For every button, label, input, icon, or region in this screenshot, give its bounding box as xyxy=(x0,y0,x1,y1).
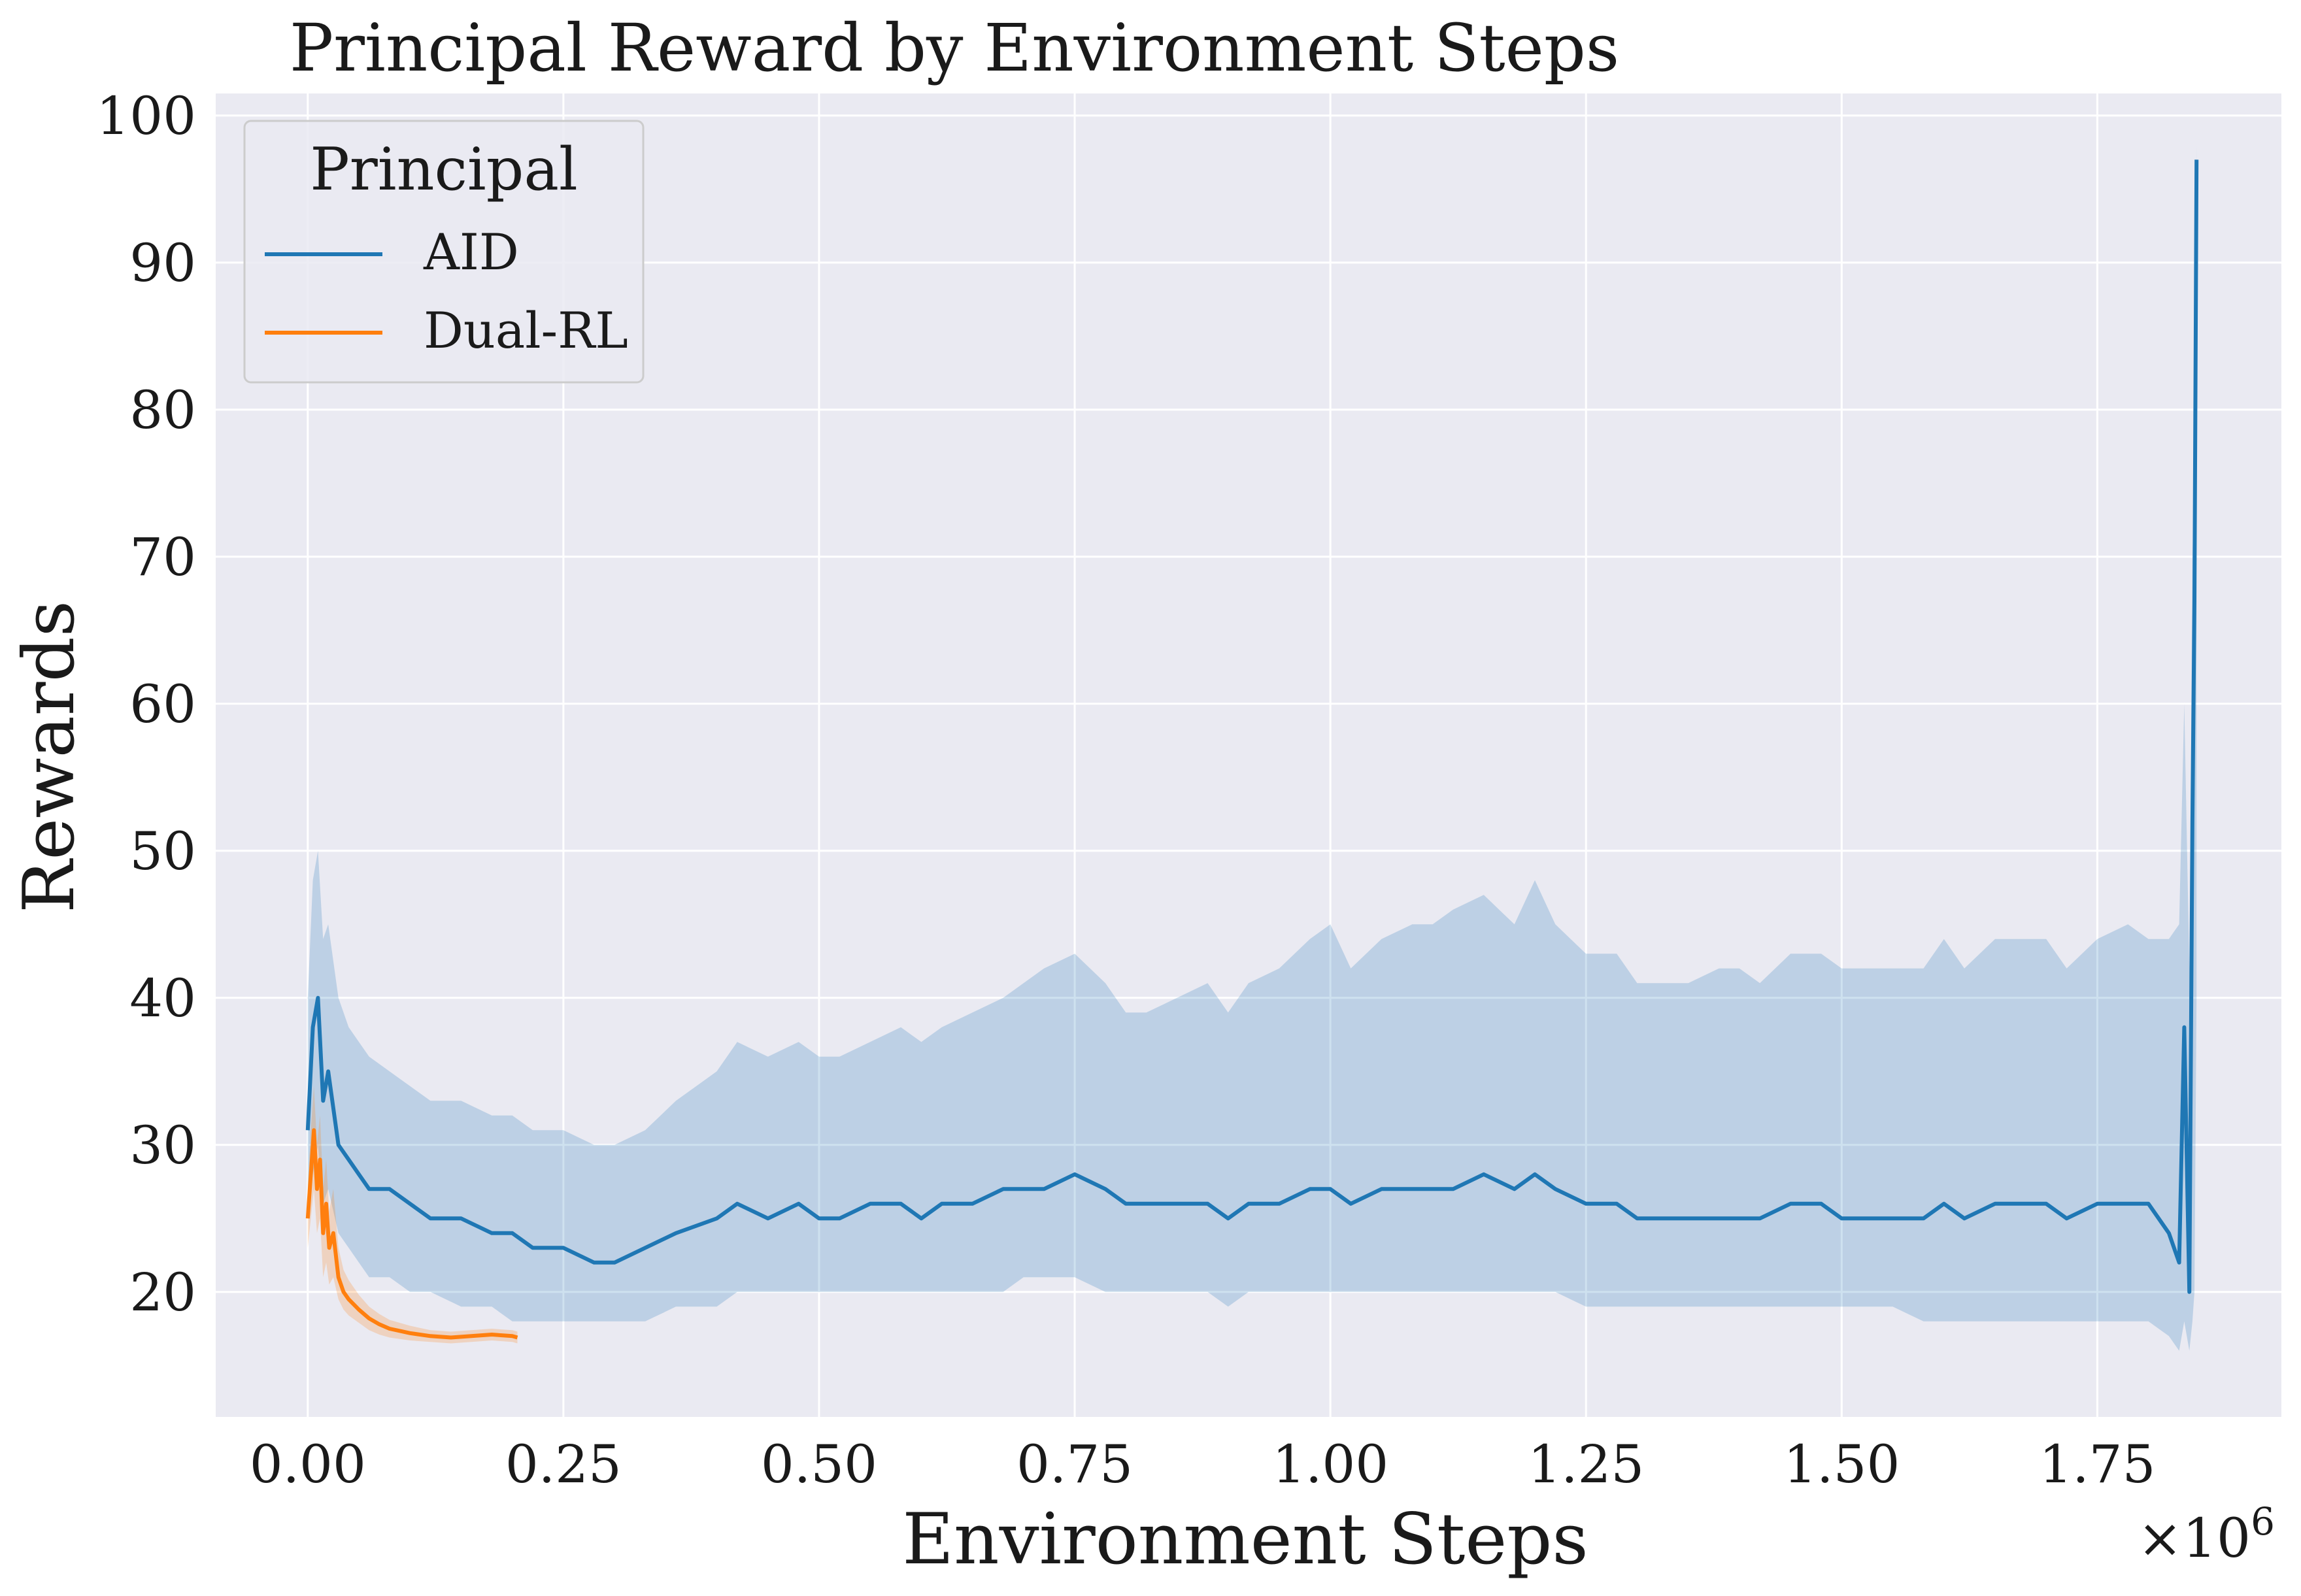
legend-label-aid: AID xyxy=(423,223,519,281)
y-tick-label-6: 80 xyxy=(129,380,196,441)
legend-box xyxy=(243,120,645,384)
legend: Principal AID Dual-RL xyxy=(243,120,645,384)
x-tick-label-0: 0.00 xyxy=(250,1434,366,1495)
y-axis-ticks: 20 30 40 50 60 70 80 90 100 xyxy=(96,86,196,1323)
band-aid xyxy=(307,144,2197,1351)
confidence-bands xyxy=(307,144,2197,1351)
y-tick-label-3: 50 xyxy=(129,821,196,882)
x-multiplier-exponent: 6 xyxy=(2251,1499,2275,1544)
x-axis-multiplier: ×106 xyxy=(2138,1499,2275,1570)
x-multiplier-base: ×10 xyxy=(2138,1508,2251,1570)
x-tick-label-4: 1.00 xyxy=(1272,1434,1388,1495)
y-axis-label: Rewards xyxy=(8,601,90,913)
y-tick-label-5: 70 xyxy=(129,527,196,588)
series-lines xyxy=(305,159,2199,1340)
legend-title: Principal xyxy=(310,135,578,204)
x-axis-label: Environment Steps xyxy=(902,1499,1588,1580)
legend-label-dual-rl: Dual-RL xyxy=(424,301,628,359)
x-tick-label-5: 1.25 xyxy=(1528,1434,1644,1495)
x-tick-label-1: 0.25 xyxy=(505,1434,622,1495)
y-tick-label-7: 90 xyxy=(129,233,196,293)
y-tick-label-1: 30 xyxy=(129,1115,196,1176)
y-tick-label-8: 100 xyxy=(96,86,196,146)
x-tick-label-3: 0.75 xyxy=(1016,1434,1133,1495)
y-tick-label-4: 60 xyxy=(129,674,196,735)
chart-title: Principal Reward by Environment Steps xyxy=(290,10,1619,86)
x-tick-label-6: 1.50 xyxy=(1783,1434,1900,1495)
grid-lines xyxy=(216,93,2281,1417)
x-tick-label-7: 1.75 xyxy=(2039,1434,2155,1495)
x-axis-ticks: 0.00 0.25 0.50 0.75 1.00 1.25 1.50 1.75 xyxy=(250,1434,2156,1495)
line-dual-rl xyxy=(305,1128,518,1340)
line-aid xyxy=(305,159,2199,1294)
y-tick-label-0: 20 xyxy=(129,1262,196,1323)
y-tick-label-2: 40 xyxy=(129,968,196,1029)
x-tick-label-2: 0.50 xyxy=(761,1434,877,1495)
